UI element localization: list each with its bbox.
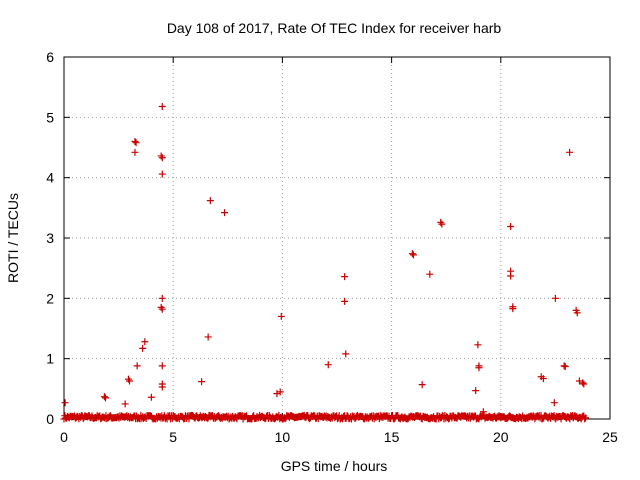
- data-point: [539, 375, 547, 383]
- data-point: [551, 294, 559, 302]
- data-point: [157, 152, 165, 160]
- x-tick-label: 25: [602, 429, 618, 445]
- data-point: [566, 148, 574, 156]
- data-point: [126, 377, 134, 385]
- data-point: [158, 154, 166, 162]
- x-tick-label: 10: [275, 429, 291, 445]
- data-point: [204, 333, 212, 341]
- data-point: [132, 139, 140, 147]
- y-tick-label: 1: [46, 351, 54, 367]
- tick-labels: 0 5 10 15 20 25 0 1 2 3 4 5 6: [46, 49, 618, 445]
- data-point: [121, 400, 129, 408]
- data-point: [124, 375, 132, 383]
- x-tick-label: 20: [493, 429, 509, 445]
- data-point: [139, 344, 147, 352]
- data-point: [579, 379, 587, 387]
- data-point: [509, 305, 517, 313]
- data-point: [560, 362, 568, 370]
- y-tick-label: 6: [46, 49, 54, 65]
- data-point: [507, 223, 515, 231]
- data-point: [475, 364, 483, 372]
- data-point: [409, 251, 417, 259]
- data-point: [408, 250, 416, 258]
- data-point: [206, 197, 214, 205]
- y-tick-label: 2: [46, 290, 54, 306]
- data-point: [100, 393, 108, 401]
- data-point: [131, 137, 139, 145]
- data-point: [158, 305, 166, 313]
- data-point: [472, 387, 480, 395]
- data-point: [158, 102, 166, 110]
- data-point: [141, 338, 149, 346]
- data-point: [131, 148, 139, 156]
- data-point: [101, 394, 109, 402]
- data-point-baseline: [582, 414, 590, 422]
- data-point: [221, 209, 229, 217]
- data-point: [550, 399, 558, 407]
- data-point: [479, 408, 487, 416]
- data-point: [341, 273, 349, 281]
- y-tick-label: 4: [46, 170, 54, 186]
- data-point: [573, 309, 581, 317]
- y-tick-label: 5: [46, 109, 54, 125]
- grid-lines: [64, 57, 610, 419]
- y-tick-label: 0: [46, 411, 54, 427]
- data-point: [273, 390, 281, 398]
- data-point: [147, 393, 155, 401]
- data-point: [580, 380, 588, 388]
- data-point: [324, 361, 332, 369]
- y-axis-label: ROTI / TECUs: [5, 193, 21, 283]
- y-tick-label: 3: [46, 230, 54, 246]
- data-point: [474, 341, 482, 349]
- data-point: [158, 170, 166, 178]
- data-point: [342, 350, 350, 358]
- data-point: [133, 362, 141, 370]
- data-point: [158, 294, 166, 302]
- data-point: [561, 363, 569, 371]
- data-point: [437, 218, 445, 226]
- data-point: [341, 297, 349, 305]
- data-point: [507, 272, 515, 280]
- x-tick-label: 0: [60, 429, 68, 445]
- data-point: [426, 270, 434, 278]
- chart-title: Day 108 of 2017, Rate Of TEC Index for r…: [167, 20, 502, 36]
- data-point: [276, 388, 284, 396]
- x-tick-label: 5: [169, 429, 177, 445]
- data-point-baseline: [581, 415, 589, 423]
- data-point: [438, 220, 446, 228]
- baseline-points: [60, 411, 590, 423]
- data-point: [61, 399, 69, 407]
- data-point: [418, 381, 426, 389]
- data-point: [158, 362, 166, 370]
- data-points: [60, 102, 590, 423]
- data-point: [277, 312, 285, 320]
- x-axis-label: GPS time / hours: [281, 458, 388, 474]
- data-point: [158, 383, 166, 391]
- data-point: [157, 303, 165, 311]
- x-tick-label: 15: [384, 429, 400, 445]
- data-point: [198, 378, 206, 386]
